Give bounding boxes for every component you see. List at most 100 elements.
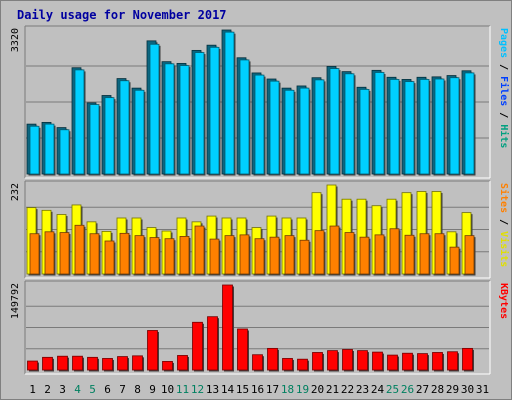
x-tick-label: 15 [236,383,249,396]
bar-kbytes-day-18 [282,358,293,371]
bar-kbytes-day-23 [357,350,368,371]
bar-kbytes-day-22 [342,349,353,371]
x-tick-label: 27 [416,383,429,396]
bar-sites-day-21 [329,225,340,275]
bar-kbytes-day-21 [327,350,338,371]
bar-sites-day-18 [284,235,295,275]
x-tick-label: 14 [221,383,235,396]
x-tick-label: 25 [386,383,399,396]
x-tick-label: 17 [266,383,279,396]
x-tick-label: 23 [356,383,369,396]
bar-kbytes-day-16 [252,354,263,371]
bar-sites-day-8 [134,235,145,275]
bar-kbytes-day-24 [372,351,383,371]
bar-pages-day-8 [134,89,145,175]
bar-sites-day-13 [209,238,220,275]
bar-pages-day-2 [44,123,55,175]
bar-pages-day-13 [209,46,220,175]
bar-kbytes-day-17 [267,347,278,371]
bar-pages-day-12 [194,52,205,175]
bar-pages-day-10 [164,63,175,175]
bar-sites-day-28 [434,233,445,275]
x-tick-label: 13 [206,383,219,396]
bar-pages-day-9 [149,43,160,175]
bar-kbytes-day-4 [72,355,83,371]
bar-kbytes-day-7 [117,356,128,371]
bar-pages-day-20 [314,79,325,175]
bar-pages-day-21 [329,68,340,175]
x-tick-label: 22 [341,383,354,396]
bar-pages-day-3 [59,129,70,175]
bar-kbytes-day-10 [162,361,173,371]
bar-pages-day-19 [299,87,310,175]
bar-kbytes-day-29 [447,351,458,371]
bar-pages-day-11 [179,65,190,175]
bar-kbytes-day-15 [237,328,248,371]
bar-kbytes-day-13 [207,316,218,371]
bar-sites-day-1 [29,233,40,275]
bar-sites-day-12 [194,225,205,275]
bar-sites-day-3 [59,232,70,275]
bar-sites-day-6 [104,240,115,275]
bar-pages-day-5 [89,104,100,175]
bar-sites-day-25 [389,228,400,275]
x-tick-label: 16 [251,383,264,396]
bar-pages-day-1 [29,125,40,175]
x-tick-label: 4 [74,383,81,396]
bar-pages-day-29 [449,77,460,175]
bar-sites-day-20 [314,230,325,275]
bar-kbytes-day-25 [387,354,398,371]
bar-sites-day-27 [419,233,430,275]
x-tick-label: 5 [89,383,96,396]
bar-kbytes-day-2 [42,356,53,371]
x-tick-label: 12 [191,383,204,396]
bar-sites-day-15 [239,234,250,275]
bar-kbytes-day-12 [192,321,203,371]
bar-sites-day-9 [149,237,160,275]
bar-pages-day-4 [74,69,85,175]
panel-top: 3320 Pages / Files / Hits [10,25,510,179]
bar-kbytes-day-11 [177,355,188,371]
panel-middle: 232 Sites / Visits [10,180,510,279]
bar-sites-day-30 [464,235,475,275]
bar-kbytes-day-14 [222,284,233,371]
x-tick-label: 24 [371,383,385,396]
panel-middle-max-label: 232 [10,183,21,201]
bar-pages-day-22 [344,73,355,175]
bar-kbytes-day-27 [417,353,428,371]
panel-top-max-label: 3320 [10,28,21,52]
bar-sites-day-29 [449,246,460,275]
x-tick-label: 21 [326,383,339,396]
bar-sites-day-7 [119,232,130,275]
panel-top-series-label: Pages / Files / Hits [498,28,510,148]
bar-pages-day-6 [104,97,115,175]
panel-bottom-series-label: KBytes [498,283,509,319]
bar-pages-day-7 [119,80,130,175]
bar-pages-day-27 [419,79,430,175]
bar-sites-day-2 [44,231,55,275]
bar-pages-day-24 [374,72,385,175]
x-tick-label: 11 [176,383,189,396]
panel-middle-series-label: Sites / Visits [498,183,510,267]
x-tick-label: 28 [431,383,444,396]
bar-sites-day-4 [74,224,85,275]
bar-kbytes-day-28 [432,352,443,371]
bar-sites-day-19 [299,239,310,275]
x-tick-label: 31 [476,383,489,396]
bar-kbytes-day-19 [297,358,308,371]
bar-kbytes-day-30 [462,347,473,371]
bar-pages-day-23 [359,89,370,175]
chart-title: Daily usage for November 2017 [17,8,227,22]
x-tick-label: 19 [296,383,309,396]
bar-kbytes-day-6 [102,358,113,371]
bar-pages-day-26 [404,81,415,175]
bar-pages-day-30 [464,72,475,175]
bar-kbytes-day-8 [132,355,143,371]
bar-pages-day-14 [224,31,235,175]
bar-sites-day-23 [359,236,370,275]
x-tick-label: 30 [461,383,474,396]
x-tick-label: 7 [119,383,126,396]
x-tick-label: 1 [29,383,36,396]
